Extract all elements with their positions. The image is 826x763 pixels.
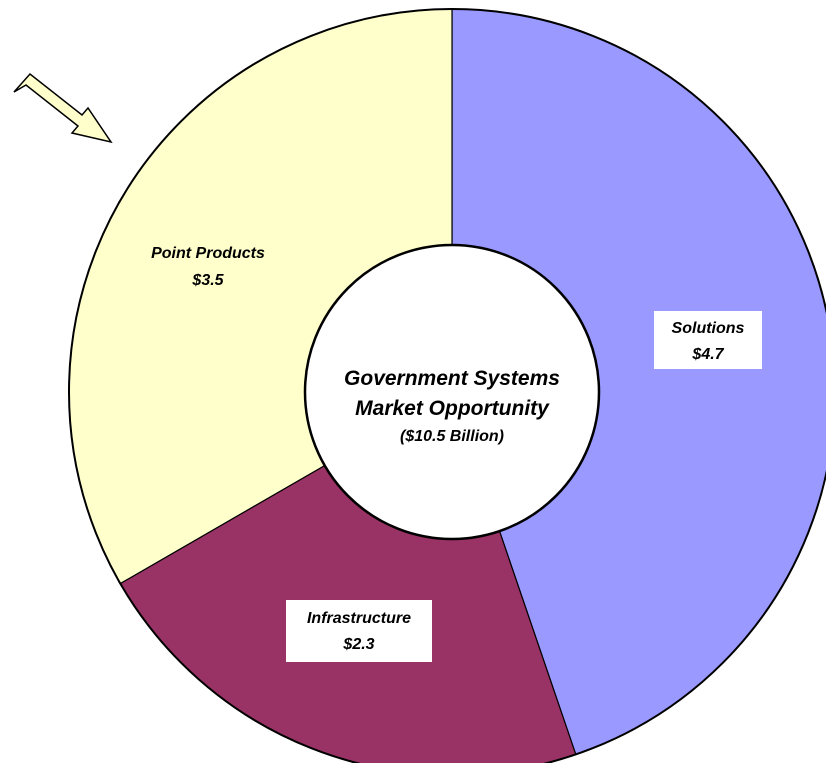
slice-label-solutions: Solutions: [672, 320, 745, 337]
slice-value-point-products: $3.5: [191, 272, 224, 289]
slice-label-point-products: Point Products: [151, 245, 265, 262]
center-title-line1: Government Systems: [344, 367, 560, 390]
slice-label-infrastructure: Infrastructure: [307, 610, 411, 627]
slice-value-infrastructure: $2.3: [342, 636, 374, 653]
highlight-arrow-icon: [13, 72, 113, 144]
center-hole: [303, 243, 601, 541]
center-subtitle: ($10.5 Billion): [400, 428, 504, 445]
label-box-infrastructure: [286, 600, 432, 662]
outer-ring: [68, 8, 826, 763]
center-title-line2: Market Opportunity: [355, 397, 550, 420]
label-box-solutions: [654, 311, 762, 369]
slice-value-solutions: $4.7: [691, 346, 724, 363]
